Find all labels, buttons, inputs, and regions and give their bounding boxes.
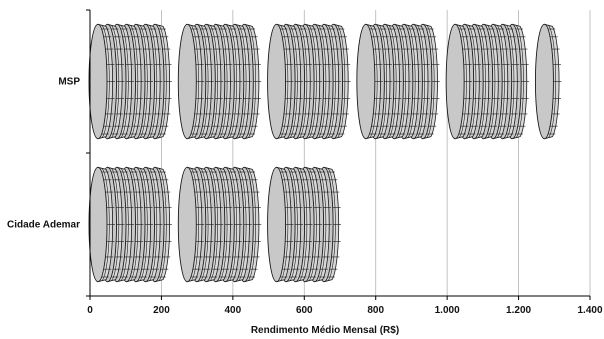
x-axis-title: Rendimento Médio Mensal (R$) [251, 325, 399, 336]
category-label: Cidade Ademar [7, 220, 80, 231]
coin [267, 166, 294, 283]
bars [88, 23, 562, 283]
x-tick-label: 1.000 [435, 305, 460, 316]
category-labels: MSP Cidade Ademar [7, 77, 80, 231]
bar-msp [88, 23, 562, 140]
x-tick-label: 800 [367, 305, 384, 316]
category-label: MSP [58, 77, 80, 88]
x-tick-label: 1.400 [577, 305, 602, 316]
coin [534, 23, 562, 140]
coin [177, 23, 205, 140]
x-tick-labels: 0 200 400 600 800 1.000 1.200 1.400 [87, 305, 603, 316]
coin [88, 23, 115, 140]
coin [356, 23, 383, 140]
x-tick-label: 400 [225, 305, 242, 316]
axes [86, 9, 591, 300]
coin [177, 166, 205, 283]
x-tick-label: 600 [296, 305, 313, 316]
x-tick-label: 0 [87, 305, 93, 316]
bar-cidade-ademar [88, 166, 342, 283]
x-tick-label: 200 [153, 305, 170, 316]
coin [267, 23, 294, 140]
coin [88, 166, 115, 283]
coin [445, 23, 473, 140]
x-tick-label: 1.200 [506, 305, 531, 316]
